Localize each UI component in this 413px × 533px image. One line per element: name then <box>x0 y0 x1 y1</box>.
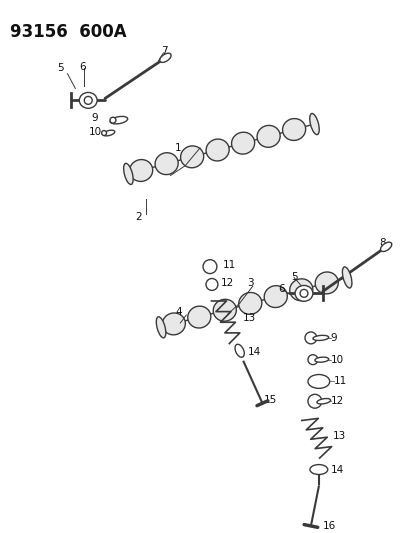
Text: 4: 4 <box>175 307 182 317</box>
Ellipse shape <box>309 465 327 474</box>
Ellipse shape <box>206 139 229 161</box>
Ellipse shape <box>123 163 133 184</box>
Ellipse shape <box>103 130 114 136</box>
Text: 14: 14 <box>330 465 343 474</box>
Ellipse shape <box>162 313 185 335</box>
Ellipse shape <box>380 242 391 252</box>
Circle shape <box>101 131 106 135</box>
Text: 9: 9 <box>330 333 337 343</box>
Ellipse shape <box>294 286 312 301</box>
Circle shape <box>110 117 116 123</box>
Circle shape <box>84 96 92 104</box>
Ellipse shape <box>180 146 203 168</box>
Ellipse shape <box>263 286 287 308</box>
Text: 9: 9 <box>91 113 97 123</box>
Circle shape <box>307 394 321 408</box>
Ellipse shape <box>312 335 328 341</box>
Ellipse shape <box>342 267 351 288</box>
Ellipse shape <box>155 153 178 175</box>
Ellipse shape <box>316 399 330 404</box>
Text: 10: 10 <box>89 127 102 137</box>
Text: 11: 11 <box>222 260 235 270</box>
Text: 3: 3 <box>247 278 254 288</box>
Text: 12: 12 <box>330 396 343 406</box>
Circle shape <box>299 289 307 297</box>
Text: 13: 13 <box>332 431 345 441</box>
Ellipse shape <box>159 53 171 62</box>
Ellipse shape <box>309 114 318 135</box>
Ellipse shape <box>307 375 329 389</box>
Text: 2: 2 <box>135 212 142 222</box>
Ellipse shape <box>238 293 261 314</box>
Text: 1: 1 <box>174 143 180 153</box>
Circle shape <box>307 355 317 365</box>
Text: 5: 5 <box>57 63 64 72</box>
Text: 93156  600A: 93156 600A <box>10 23 126 41</box>
Ellipse shape <box>314 357 328 362</box>
Ellipse shape <box>282 118 305 141</box>
Text: 13: 13 <box>242 313 255 323</box>
Ellipse shape <box>79 92 97 108</box>
Ellipse shape <box>314 272 337 294</box>
Ellipse shape <box>110 116 127 124</box>
Text: 6: 6 <box>79 62 86 72</box>
Text: 7: 7 <box>161 46 168 56</box>
Circle shape <box>304 332 316 344</box>
Circle shape <box>206 279 217 290</box>
Circle shape <box>202 260 216 273</box>
Ellipse shape <box>156 317 165 338</box>
Ellipse shape <box>129 159 152 181</box>
Text: 8: 8 <box>378 238 385 248</box>
Text: 12: 12 <box>220 278 233 288</box>
Text: 14: 14 <box>247 347 260 357</box>
Ellipse shape <box>289 279 312 301</box>
Text: 15: 15 <box>263 395 276 405</box>
Text: 6: 6 <box>278 285 284 294</box>
Text: 5: 5 <box>290 271 297 281</box>
Ellipse shape <box>213 300 236 321</box>
Text: 10: 10 <box>330 354 343 365</box>
Text: 11: 11 <box>333 376 346 386</box>
Ellipse shape <box>256 125 280 147</box>
Ellipse shape <box>231 132 254 154</box>
Ellipse shape <box>187 306 210 328</box>
Text: 16: 16 <box>322 521 335 531</box>
Ellipse shape <box>235 344 244 357</box>
